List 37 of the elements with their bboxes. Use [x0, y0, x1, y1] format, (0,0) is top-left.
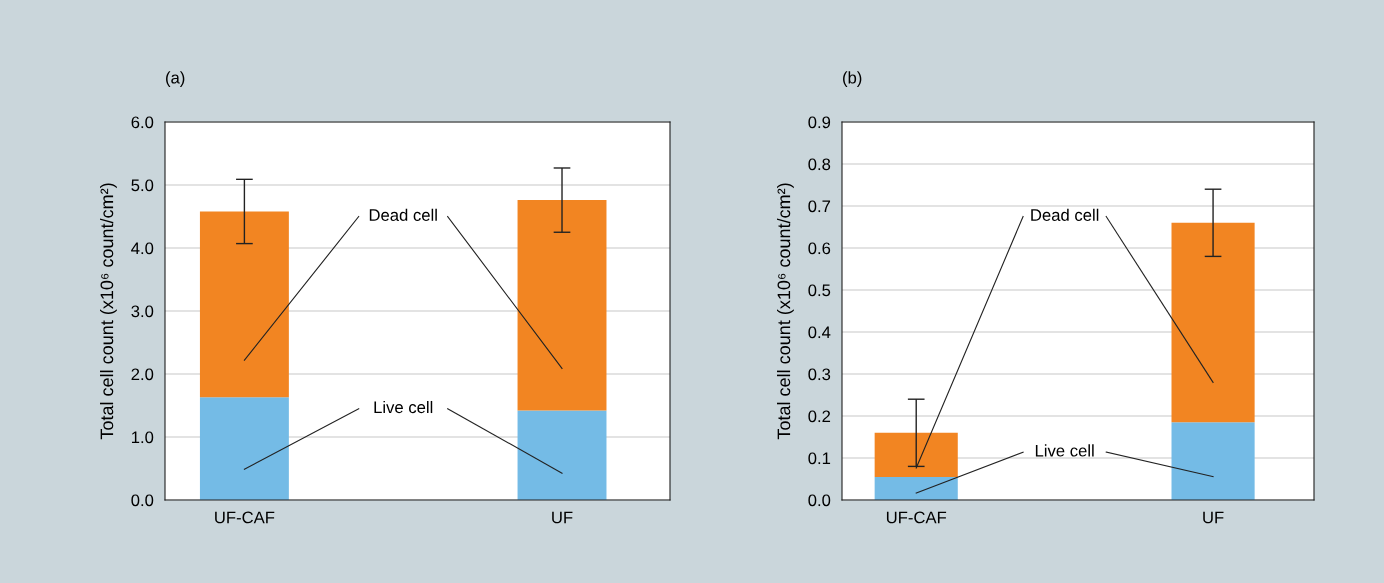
x-tick-label: UF: [552, 511, 573, 524]
bar: [874, 476, 958, 500]
chart-title: (a): [166, 71, 185, 87]
y-tick-label: 3.0: [131, 305, 154, 318]
y-tick-label: 0.5: [808, 284, 831, 297]
x-tick-label: UF-CAF: [886, 511, 947, 524]
bar: [874, 432, 958, 477]
y-tick-label: 0.7: [808, 200, 831, 213]
x-tick-label: UF: [1203, 511, 1224, 524]
y-tick-label: 0.0: [808, 494, 831, 507]
bar: [1171, 222, 1255, 423]
y-tick-label: 2.0: [131, 368, 154, 381]
x-tick-label: UF-CAF: [215, 511, 275, 524]
text: Live cell: [1035, 444, 1094, 457]
y-tick-label: 0.1: [808, 452, 831, 465]
y-tick-label: 0.2: [808, 410, 831, 423]
y-tick-label: 0.4: [808, 326, 831, 339]
y-tick-label: 1.0: [131, 431, 154, 444]
y-axis-title: Total cell count (x10⁶ count/cm²): [100, 183, 117, 440]
y-tick-label: 0.3: [808, 368, 831, 381]
y-tick-label: 5.0: [131, 179, 154, 192]
y-tick-label: 0.0: [131, 494, 154, 507]
bar: [517, 200, 607, 411]
bar: [1171, 422, 1255, 500]
bar: [199, 211, 289, 398]
y-tick-label: 0.9: [808, 116, 831, 129]
y-tick-label: 6.0: [131, 116, 154, 129]
y-tick-label: 0.6: [808, 242, 831, 255]
bar: [517, 410, 607, 500]
y-axis-title: Total cell count (x10⁶ count/cm²): [777, 183, 794, 440]
y-tick-label: 4.0: [131, 242, 154, 255]
chart-title: (b): [843, 71, 862, 87]
text: Dead cell: [1031, 208, 1099, 221]
text: Dead cell: [369, 208, 437, 221]
bar: [199, 397, 289, 500]
text: Live cell: [374, 400, 433, 414]
y-tick-label: 0.8: [808, 158, 831, 171]
